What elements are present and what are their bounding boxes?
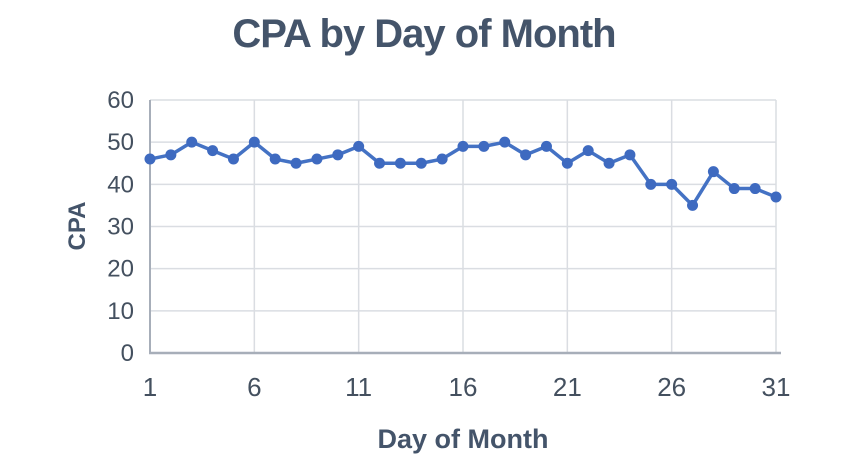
y-axis-title: CPA (64, 201, 91, 251)
data-point (478, 140, 490, 152)
data-point (436, 153, 448, 165)
data-point (165, 149, 177, 161)
x-tick-label: 21 (553, 372, 582, 402)
x-tick-label: 16 (449, 372, 478, 402)
data-point (394, 157, 406, 169)
y-tick-label: 60 (107, 87, 134, 114)
data-point (290, 157, 302, 169)
data-point (207, 145, 219, 157)
y-tick-label: 0 (121, 340, 134, 367)
data-point (540, 140, 552, 152)
x-tick-label: 11 (345, 372, 372, 402)
y-tick-label: 30 (107, 214, 134, 241)
data-point (520, 149, 532, 161)
data-point (144, 153, 156, 165)
data-point (311, 153, 323, 165)
data-point (770, 191, 782, 203)
y-tick-label: 10 (107, 298, 134, 325)
x-axis-title: Day of Month (377, 424, 549, 454)
x-tick-label: 31 (762, 372, 791, 402)
chart-title: CPA by Day of Month (232, 12, 616, 56)
x-tick-label: 6 (247, 372, 261, 402)
data-point (687, 199, 699, 211)
data-point (269, 153, 281, 165)
data-point (415, 157, 427, 169)
data-point (353, 140, 365, 152)
y-tick-label: 50 (107, 129, 134, 156)
data-point (666, 178, 678, 190)
data-point (332, 149, 344, 161)
data-point (707, 166, 719, 178)
y-tick-label: 20 (107, 256, 134, 283)
data-point (561, 157, 573, 169)
x-tick-label: 26 (657, 372, 686, 402)
data-point (457, 140, 469, 152)
data-point (499, 136, 511, 148)
data-point (186, 136, 198, 148)
data-point (582, 145, 594, 157)
data-point (248, 136, 260, 148)
data-point (227, 153, 239, 165)
x-tick-label: 1 (143, 372, 157, 402)
data-point (645, 178, 657, 190)
data-point (603, 157, 615, 169)
y-tick-label: 40 (107, 171, 134, 198)
data-point (624, 149, 636, 161)
data-point (374, 157, 386, 169)
data-point (749, 183, 761, 195)
data-point (728, 183, 740, 195)
